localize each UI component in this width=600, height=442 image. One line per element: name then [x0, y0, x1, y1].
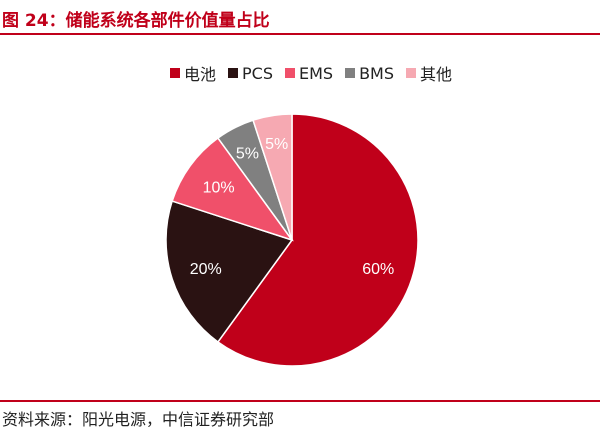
legend-label-ems: EMS — [299, 63, 334, 83]
pie-slice-other — [252, 113, 293, 241]
legend-item-ems: EMS — [285, 61, 333, 85]
legend-swatch-pcs — [228, 68, 239, 78]
legend: 电池 PCS EMS BMS 其他 — [170, 61, 452, 85]
pie-label-other: 5% — [265, 136, 288, 153]
pie-slice-battery — [216, 113, 419, 367]
legend-label-bms: BMS — [359, 63, 395, 83]
legend-item-battery: 电池 — [170, 61, 216, 85]
legend-label-other: 其他 — [420, 65, 453, 84]
legend-item-bms: BMS — [345, 61, 394, 85]
pie-label-battery: 60% — [362, 261, 394, 278]
legend-swatch-other — [406, 68, 417, 78]
legend-swatch-bms — [345, 68, 356, 78]
pie-label-ems: 10% — [203, 180, 235, 197]
legend-label-pcs: PCS — [242, 63, 273, 83]
pie-slice-ems — [171, 137, 294, 242]
source-rule — [0, 400, 600, 402]
legend-swatch-ems — [285, 68, 295, 78]
pie-slice-pcs — [165, 200, 294, 343]
title-rule — [0, 33, 600, 35]
legend-label-battery: 电池 — [184, 65, 217, 84]
legend-item-pcs: PCS — [228, 61, 273, 85]
figure-title: 图 24：储能系统各部件价值量占比 — [2, 11, 270, 31]
legend-item-other: 其他 — [406, 61, 452, 85]
legend-swatch-battery — [170, 68, 180, 78]
source-note: 资料来源：阳光电源，中信证券研究部 — [2, 410, 275, 429]
pie-label-pcs: 20% — [190, 261, 222, 278]
pie-label-bms: 5% — [236, 145, 259, 162]
